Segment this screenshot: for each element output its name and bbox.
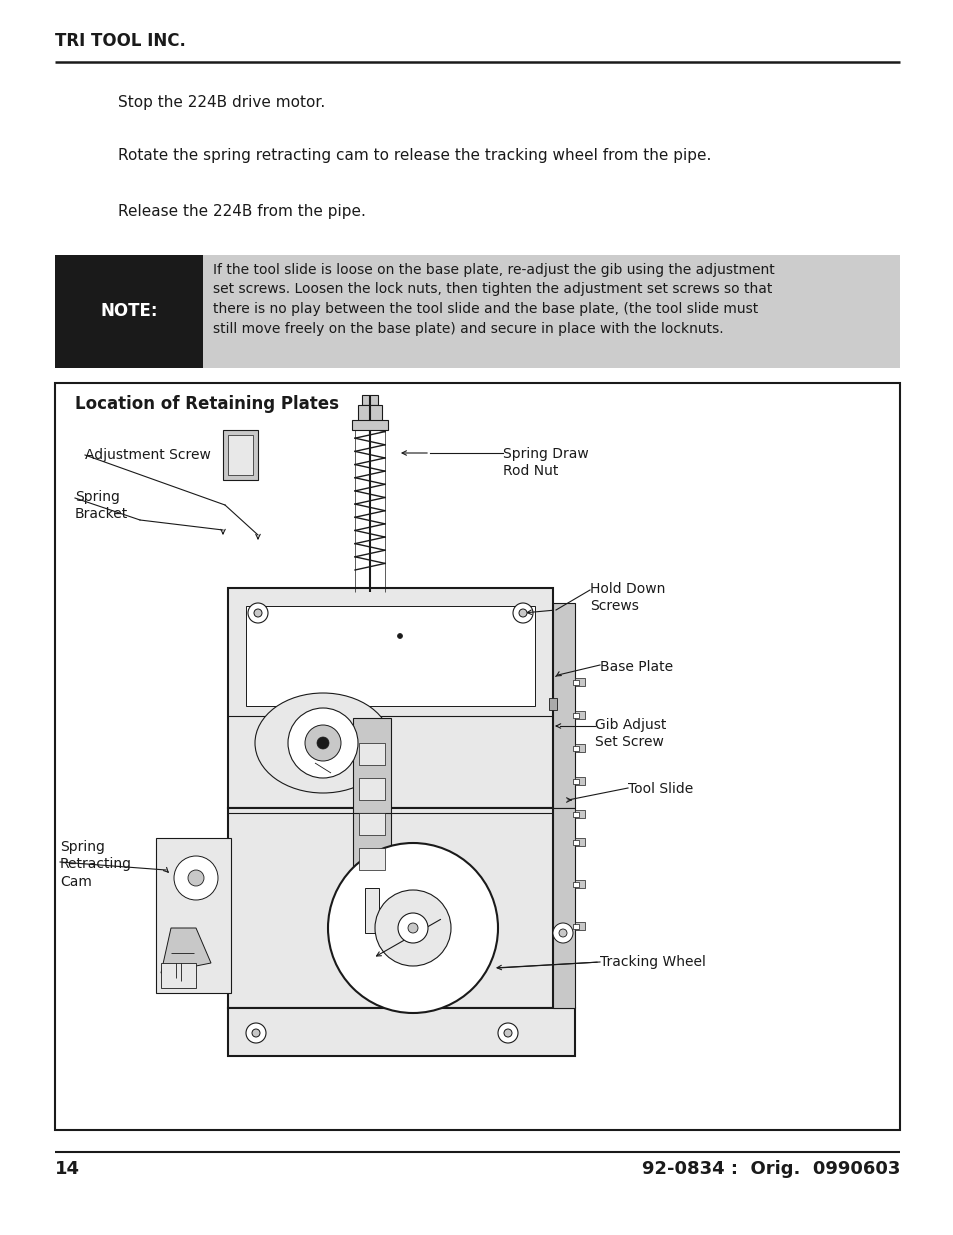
Bar [365, 888, 378, 932]
Circle shape [253, 609, 262, 618]
Bar [358, 743, 385, 764]
Bar [55, 254, 899, 368]
Circle shape [558, 929, 566, 937]
Bar [246, 606, 535, 706]
Bar [358, 848, 385, 869]
Text: NOTE:: NOTE: [100, 303, 157, 321]
Bar [575, 678, 584, 685]
Bar [573, 840, 578, 845]
Bar [228, 435, 253, 475]
Text: 92-0834 :  Orig.  0990603: 92-0834 : Orig. 0990603 [641, 1160, 899, 1178]
Text: Adjustment Screw: Adjustment Screw [85, 448, 211, 462]
Bar [358, 813, 385, 835]
Text: If the tool slide is loose on the base plate, re-adjust the gib using the adjust: If the tool slide is loose on the base p… [213, 263, 774, 336]
Bar [573, 779, 578, 784]
Bar [361, 424, 377, 429]
Bar [357, 405, 381, 424]
Bar [358, 778, 385, 800]
Circle shape [328, 844, 497, 1013]
Circle shape [252, 1029, 260, 1037]
Text: Gib Adjust
Set Screw: Gib Adjust Set Screw [595, 718, 666, 750]
Text: Spring
Retracting
Cam: Spring Retracting Cam [60, 840, 132, 889]
Bar [228, 808, 553, 1008]
Circle shape [497, 1023, 517, 1044]
Circle shape [305, 725, 340, 761]
Bar [553, 808, 575, 1008]
Text: Stop the 224B drive motor.: Stop the 224B drive motor. [118, 95, 325, 110]
Text: Release the 224B from the pipe.: Release the 224B from the pipe. [118, 204, 366, 219]
Bar [161, 963, 195, 988]
Text: Rotate the spring retracting cam to release the tracking wheel from the pipe.: Rotate the spring retracting cam to rele… [118, 148, 711, 163]
Bar [575, 777, 584, 785]
Text: 14: 14 [55, 1160, 80, 1178]
Bar [353, 718, 391, 893]
Text: Spring
Bracket: Spring Bracket [75, 490, 128, 521]
Bar [573, 680, 578, 685]
Circle shape [408, 923, 417, 932]
Bar [352, 420, 388, 430]
Bar [55, 254, 203, 368]
Circle shape [397, 634, 402, 638]
Bar [575, 839, 584, 846]
Bar [548, 698, 557, 710]
Text: Spring Draw
Rod Nut: Spring Draw Rod Nut [502, 447, 588, 478]
Circle shape [316, 737, 329, 748]
Text: Location of Retaining Plates: Location of Retaining Plates [75, 395, 338, 412]
Bar [573, 924, 578, 929]
Circle shape [553, 923, 573, 944]
Bar [575, 810, 584, 818]
Bar [575, 923, 584, 930]
Bar [575, 743, 584, 752]
Bar [573, 811, 578, 818]
Bar [223, 430, 257, 480]
Circle shape [188, 869, 204, 885]
Circle shape [503, 1029, 512, 1037]
Text: Hold Down
Screws: Hold Down Screws [589, 582, 664, 614]
Bar [228, 588, 553, 808]
Bar [553, 603, 575, 808]
Circle shape [173, 856, 218, 900]
Text: TRI TOOL INC.: TRI TOOL INC. [55, 32, 186, 49]
Bar [573, 882, 578, 887]
Bar [361, 395, 377, 405]
Circle shape [397, 913, 428, 944]
Circle shape [375, 890, 451, 966]
Circle shape [246, 1023, 266, 1044]
Bar [573, 713, 578, 718]
Text: Tracking Wheel: Tracking Wheel [599, 955, 705, 969]
Text: Base Plate: Base Plate [599, 659, 673, 674]
Bar [156, 839, 231, 993]
Circle shape [518, 609, 526, 618]
Text: Tool Slide: Tool Slide [627, 782, 693, 797]
Bar [575, 711, 584, 719]
Circle shape [288, 708, 357, 778]
Circle shape [248, 603, 268, 622]
Bar [55, 383, 899, 1130]
Circle shape [513, 603, 533, 622]
Bar [228, 1008, 575, 1056]
Bar [573, 746, 578, 751]
Bar [575, 881, 584, 888]
Ellipse shape [254, 693, 391, 793]
Polygon shape [161, 927, 211, 973]
